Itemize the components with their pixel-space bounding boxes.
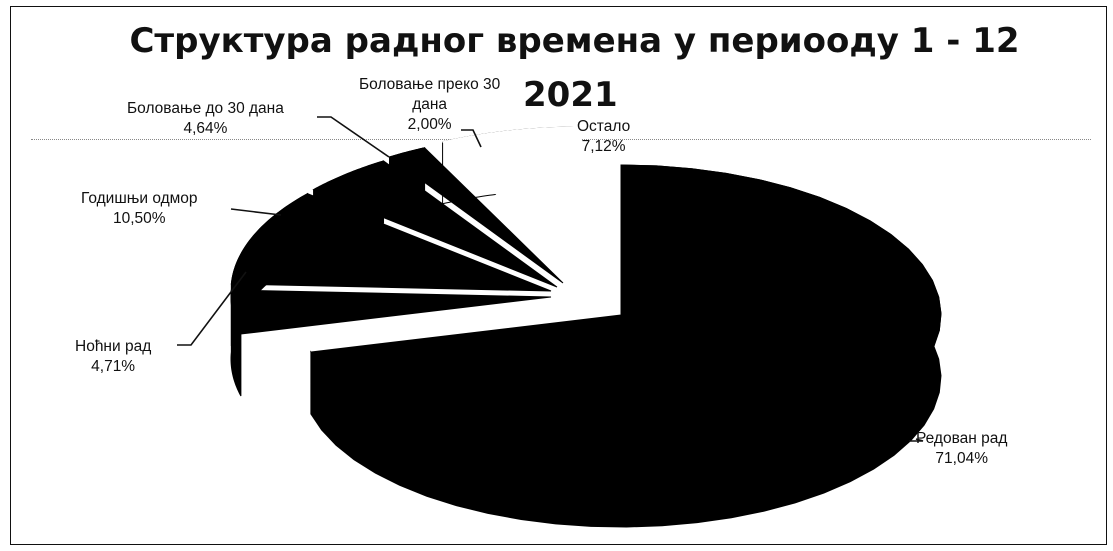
slice-value: 4,64% xyxy=(183,120,228,137)
slice-name: Ноћни рад xyxy=(75,338,152,355)
slice-name-line2: дана xyxy=(412,96,448,113)
slice-value: 2,00% xyxy=(407,116,452,133)
slice-label-bolovanje-preko-30: Боловање преко 30 дана 2,00% xyxy=(359,75,500,135)
chart-title-line2: 2021 xyxy=(523,75,618,115)
pie-slice xyxy=(312,160,558,288)
pie-chart xyxy=(177,116,942,528)
leader-line xyxy=(909,438,924,442)
slice-label-godisnji: Годишњи одмор 10,50% xyxy=(81,189,198,229)
slice-name-line1: Боловање преко 30 xyxy=(359,76,501,93)
slice-label-bolovanje-do-30: Боловање до 30 дана 4,64% xyxy=(127,99,284,139)
pie-slice xyxy=(310,164,942,466)
slice-name: Остало xyxy=(577,118,631,135)
slice-label-redovan: Редован рад 71,04% xyxy=(916,429,1007,469)
slice-name: Годишњи одмор xyxy=(81,190,198,207)
slice-name: Редован рад xyxy=(916,430,1008,447)
leader-line xyxy=(177,271,247,346)
pie-slice xyxy=(230,289,552,335)
pie-slice xyxy=(388,147,564,284)
slice-value: 71,04% xyxy=(935,450,988,467)
slice-value: 7,12% xyxy=(581,138,626,155)
slice-value: 10,50% xyxy=(112,210,166,227)
pie-slice xyxy=(230,193,552,292)
slice-label-ostalo: Остало 7,12% xyxy=(577,117,630,157)
pie-slice xyxy=(441,126,582,279)
leader-line xyxy=(230,208,282,216)
leader-line xyxy=(461,129,482,148)
leader-line xyxy=(317,116,390,158)
chart-title-line1: Структура радног времена у периооду 1 - … xyxy=(129,21,1020,61)
slice-name: Боловање до 30 дана xyxy=(127,100,284,117)
slice-label-nocni: Ноћни рад 4,71% xyxy=(75,337,151,377)
chart-frame: Структура радног времена у периооду 1 - … xyxy=(10,6,1107,545)
slice-value: 4,71% xyxy=(91,358,136,375)
